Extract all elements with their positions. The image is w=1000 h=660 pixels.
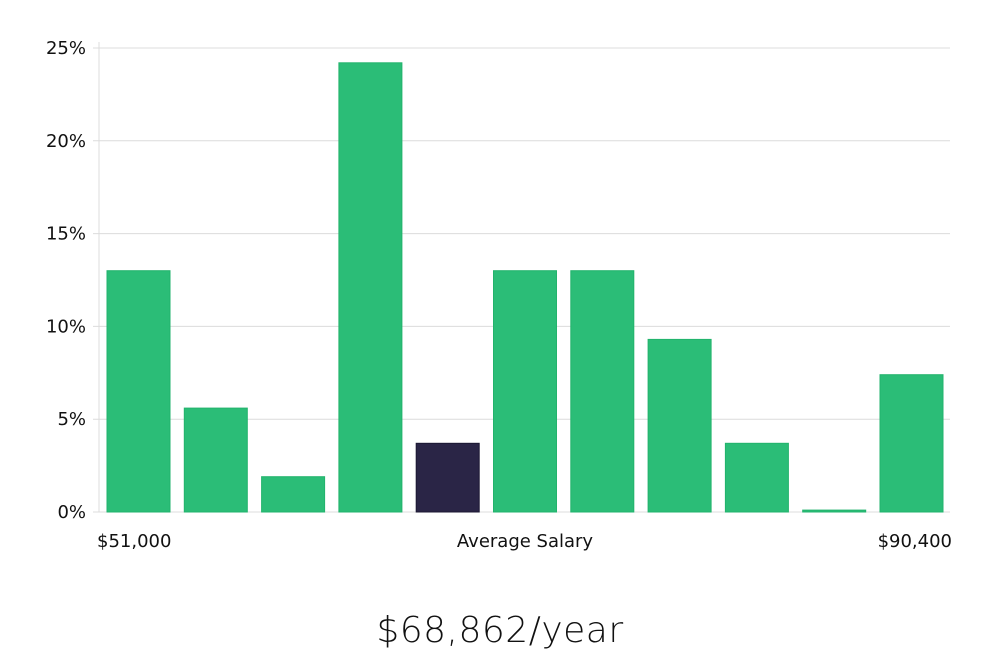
bar [106, 270, 171, 513]
bar [570, 270, 635, 513]
y-tick-label: 15% [46, 224, 86, 245]
bar [338, 62, 403, 513]
bar-highlighted [415, 442, 480, 513]
bar [493, 270, 557, 513]
bar [261, 476, 326, 513]
y-tick-label: 0% [57, 502, 86, 523]
y-tick-label: 5% [57, 409, 86, 430]
bar [724, 442, 789, 513]
y-tick-label: 10% [46, 316, 86, 337]
bar [879, 374, 944, 513]
x-label-max: $90,400 [878, 531, 952, 552]
y-axis-ticks: 0% 5% 10% 15% 20% 25% [46, 38, 86, 523]
x-label-min: $51,000 [97, 531, 171, 552]
bar [647, 338, 712, 513]
bar [183, 407, 248, 513]
average-salary-value: $68,862/year [376, 610, 624, 651]
y-tick-label: 25% [46, 38, 86, 59]
bars [106, 62, 944, 513]
y-tick-label: 20% [46, 131, 86, 152]
bar [802, 509, 867, 513]
x-axis-title: Average Salary [457, 531, 594, 552]
salary-histogram: 0%5%10%15%20%25% $51,000 Average Salary … [46, 38, 952, 552]
